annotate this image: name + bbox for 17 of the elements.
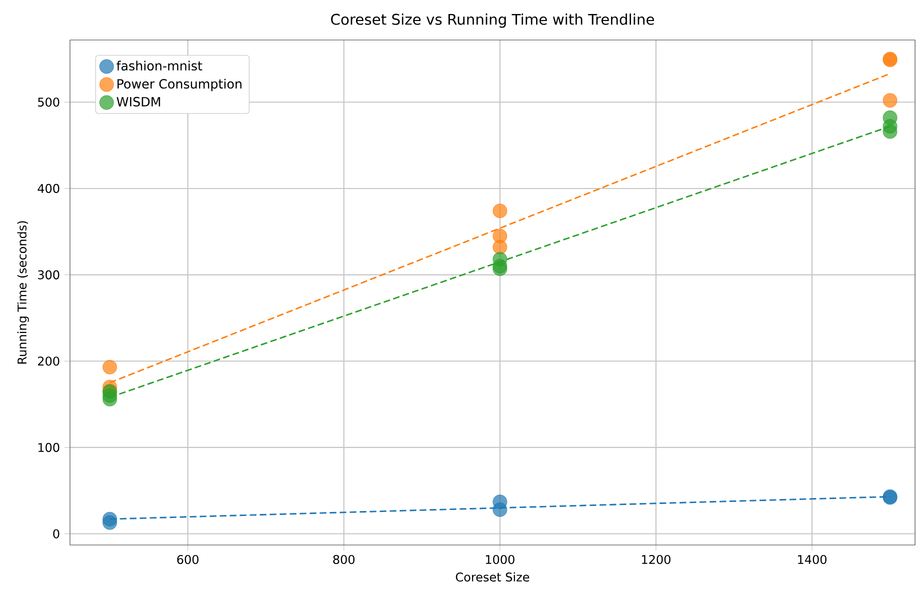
y-axis-title: Running Time (seconds) bbox=[17, 221, 29, 364]
x-tick-label: 1400 bbox=[798, 554, 826, 564]
y-tick-label: 400 bbox=[38, 184, 60, 194]
x-tick-label: 1000 bbox=[486, 554, 514, 564]
y-tick-label: 0 bbox=[53, 529, 60, 538]
legend-label: WISDM bbox=[116, 96, 160, 107]
chart-title: Coreset Size vs Running Time with Trendline bbox=[331, 14, 654, 28]
x-tick-label: 800 bbox=[333, 554, 355, 564]
y-tick-label: 500 bbox=[38, 98, 60, 107]
legend-label: fashion-mnist bbox=[116, 60, 202, 71]
legend-label: Power Consumption bbox=[118, 78, 242, 92]
x-axis-title: Coreset Size bbox=[456, 572, 530, 582]
y-tick-label: 300 bbox=[38, 270, 60, 280]
x-tick-label: 1200 bbox=[642, 554, 670, 564]
x-tick-label: 600 bbox=[177, 554, 198, 564]
y-tick-label: 200 bbox=[38, 356, 60, 366]
y-tick-label: 100 bbox=[38, 442, 60, 452]
